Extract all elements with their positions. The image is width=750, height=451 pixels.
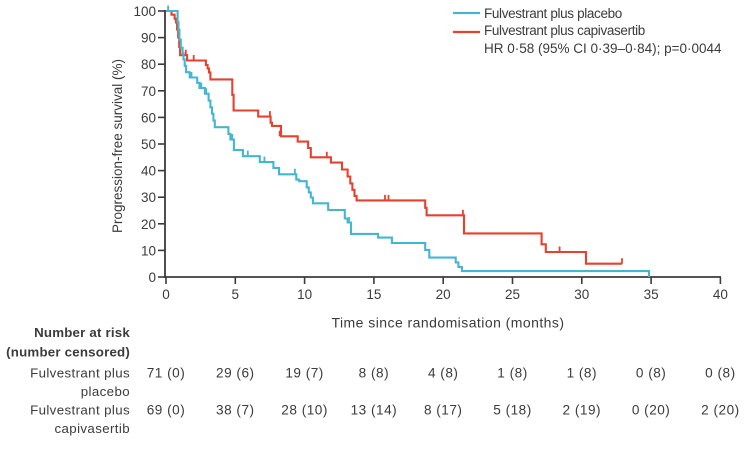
svg-text:30: 30 [574,287,589,302]
svg-text:28 (10): 28 (10) [281,403,328,418]
svg-text:Time since randomisation (mont: Time since randomisation (months) [332,315,565,331]
svg-text:20: 20 [436,287,451,302]
svg-text:19 (7): 19 (7) [285,366,324,381]
svg-text:50: 50 [141,137,156,152]
svg-text:Fulvestrant plus: Fulvestrant plus [30,366,130,381]
svg-text:35: 35 [644,287,659,302]
svg-text:30: 30 [141,190,156,205]
svg-text:Fulvestrant plus: Fulvestrant plus [30,403,130,418]
svg-text:5 (18): 5 (18) [493,403,532,418]
svg-text:Progression-free survival (%): Progression-free survival (%) [110,59,125,233]
svg-text:(number censored): (number censored) [6,344,130,359]
svg-text:Fulvestrant plus placebo: Fulvestrant plus placebo [484,6,622,21]
svg-text:8 (8): 8 (8) [359,366,389,381]
svg-text:15: 15 [366,287,381,302]
svg-text:8 (17): 8 (17) [424,403,463,418]
svg-text:Number at risk: Number at risk [34,325,130,340]
svg-text:capivasertib: capivasertib [54,421,130,436]
svg-text:40: 40 [713,287,728,302]
svg-text:71 (0): 71 (0) [147,366,186,381]
svg-text:2 (20): 2 (20) [701,403,740,418]
svg-text:69 (0): 69 (0) [147,403,186,418]
svg-text:10: 10 [297,287,312,302]
svg-text:100: 100 [133,4,156,19]
svg-text:38 (7): 38 (7) [216,403,255,418]
svg-text:1 (8): 1 (8) [497,366,527,381]
svg-text:70: 70 [141,84,156,99]
svg-text:2 (19): 2 (19) [563,403,602,418]
svg-text:29 (6): 29 (6) [216,366,255,381]
svg-text:0: 0 [148,270,156,285]
svg-text:placebo: placebo [81,384,130,399]
svg-text:0 (20): 0 (20) [632,403,671,418]
svg-text:0 (8): 0 (8) [705,366,735,381]
svg-text:20: 20 [141,217,156,232]
svg-text:10: 10 [141,243,156,258]
svg-text:4 (8): 4 (8) [428,366,458,381]
svg-text:1 (8): 1 (8) [567,366,597,381]
svg-text:13 (14): 13 (14) [351,403,398,418]
svg-text:HR 0·58 (95% CI 0·39–0·84); p=: HR 0·58 (95% CI 0·39–0·84); p=0·0044 [484,41,722,56]
svg-text:0 (8): 0 (8) [636,366,666,381]
svg-text:40: 40 [141,164,156,179]
svg-text:25: 25 [505,287,520,302]
svg-text:90: 90 [141,31,156,46]
svg-text:Fulvestrant plus capivasertib: Fulvestrant plus capivasertib [484,23,645,38]
svg-text:80: 80 [141,57,156,72]
svg-text:0: 0 [162,287,170,302]
svg-text:5: 5 [232,287,240,302]
svg-text:60: 60 [141,110,156,125]
